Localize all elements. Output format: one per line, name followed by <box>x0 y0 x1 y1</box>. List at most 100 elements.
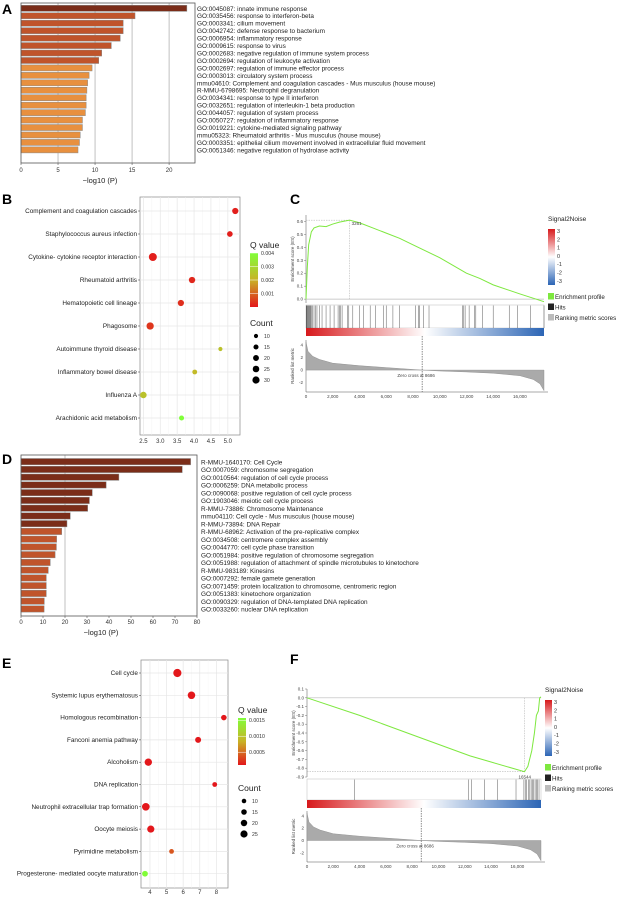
y-axis-label: Enrichment score (ES) <box>291 710 296 756</box>
bar <box>20 12 136 20</box>
count-legend-label: 25 <box>252 832 258 838</box>
data-point <box>227 231 233 237</box>
x-tick-label: 5.0 <box>224 439 233 445</box>
x-tick-label: 3.0 <box>156 439 165 445</box>
bar <box>20 131 81 139</box>
metric-tick-label: 4 <box>300 343 303 348</box>
category-label: R-MMU-983189: Kinesins <box>201 568 274 575</box>
x-tick-label: 0 <box>305 394 308 399</box>
count-legend-label: 25 <box>264 367 270 373</box>
colorbar-tick-label: 0.004 <box>261 251 274 257</box>
y-tick-label: 0.4 <box>297 245 304 250</box>
rank-colorbar <box>306 328 544 336</box>
bar <box>20 458 191 466</box>
bar <box>20 94 87 101</box>
category-label: GO:0007059: chromosome segregation <box>201 467 314 474</box>
x-tick-label: 4 <box>148 890 152 896</box>
x-tick-label: 70 <box>172 620 179 626</box>
category-label: GO:0042742: defense response to bacteriu… <box>197 28 325 35</box>
category-label: GO:0051988: regulation of attachment of … <box>201 560 419 567</box>
category-label: GO:0034341: response to type II interfer… <box>197 95 319 102</box>
count-legend-dot <box>252 376 260 384</box>
metric-tick-label: 4 <box>301 813 304 818</box>
category-label: GO:0090068: positive regulation of cell … <box>201 490 352 497</box>
bar <box>20 520 68 528</box>
data-point <box>195 736 202 743</box>
x-tick-label: 50 <box>128 620 135 626</box>
data-point <box>142 870 148 877</box>
data-point <box>212 782 218 787</box>
category-label: GO:0071459: protein localization to chro… <box>201 583 397 590</box>
category-label: Staphylococcus aureus infection <box>45 231 137 238</box>
count-legend-title: Count <box>250 318 273 328</box>
x-tick-label: 8,000 <box>407 864 419 869</box>
legend-entry: Enrichment profile <box>555 294 605 301</box>
bar <box>20 101 87 109</box>
x-tick-label: 10 <box>40 620 47 626</box>
data-point <box>140 391 147 399</box>
y-axis-label: Enrichment score (ES) <box>290 236 295 282</box>
panel-label: D <box>2 451 12 467</box>
category-label: GO:0002694: regulation of leukocyte acti… <box>197 58 330 65</box>
y-tick-label: 0.3 <box>297 258 304 263</box>
count-legend-label: 15 <box>264 345 270 351</box>
data-point <box>188 276 196 284</box>
bar <box>20 5 188 12</box>
x-tick-label: 40 <box>106 620 113 626</box>
y-tick-label: -0.3 <box>296 722 304 727</box>
count-legend-label: 10 <box>264 334 270 340</box>
category-label: GO:0002697: regulation of immune effecto… <box>197 65 344 72</box>
plot-frame <box>20 2 196 164</box>
y-tick-label: -0.2 <box>296 713 304 718</box>
bar <box>20 64 93 72</box>
x-tick-label: 10 <box>92 168 99 174</box>
signal2noise-colorbar <box>545 700 552 756</box>
panel-label: F <box>290 651 299 667</box>
bar <box>20 79 88 87</box>
colorbar-tick-label: 2 <box>557 237 560 243</box>
category-label: GO:0035456: response to interferon-beta <box>197 13 314 20</box>
category-label: Progesterone- mediated oocyte maturation <box>17 871 139 878</box>
enrichment-profile-line <box>306 696 542 773</box>
hits-frame <box>305 304 545 329</box>
x-tick-label: 16,000 <box>513 394 527 399</box>
colorbar-tick-label: -3 <box>557 279 562 285</box>
zero-cross-label: Zero cross at 8686 <box>397 373 435 378</box>
data-point <box>147 825 155 833</box>
colorbar-tick-label: 0 <box>557 254 560 260</box>
y-tick-label: 0.0 <box>297 297 304 302</box>
bar <box>20 473 120 481</box>
bar <box>20 124 83 131</box>
data-point <box>218 346 223 352</box>
x-tick-label: 8 <box>215 890 219 896</box>
bar <box>20 574 47 582</box>
metric-axis-label: Ranked list metric <box>291 818 296 855</box>
metric-tick-label: -2 <box>299 380 303 385</box>
count-legend-dot <box>253 355 259 361</box>
y-tick-label: -0.6 <box>296 748 304 753</box>
bar <box>20 42 112 49</box>
x-tick-label: 20 <box>62 620 69 626</box>
x-tick-label: 3.5 <box>173 439 182 445</box>
plot-frame <box>140 659 229 889</box>
x-tick-label: 0 <box>19 168 23 174</box>
legend-entry: Ranking metric scores <box>552 786 613 793</box>
count-legend-dot <box>252 365 260 373</box>
category-label: Neutrophil extracellular trap formation <box>31 804 138 811</box>
colorbar-tick-label: 1 <box>554 717 557 723</box>
x-axis-label: −log10 (P) <box>84 628 119 637</box>
metric-tick-label: 2 <box>301 826 304 831</box>
data-point <box>187 691 196 700</box>
legend-swatch <box>548 293 554 300</box>
category-label: R-MMU-73886: Chromosome Maintenance <box>201 506 324 513</box>
bar <box>20 87 88 94</box>
y-tick-label: 0.1 <box>298 687 305 692</box>
x-tick-label: 6 <box>181 890 185 896</box>
category-label: Pyrimidine metabolism <box>74 848 138 855</box>
category-label: GO:0006954: inflammatory response <box>197 36 302 43</box>
x-tick-label: 4,000 <box>354 394 366 399</box>
category-label: GO:0032651: regulation of interleukin-1 … <box>197 103 355 110</box>
data-point <box>148 253 157 261</box>
y-tick-label: 0.5 <box>297 232 304 237</box>
